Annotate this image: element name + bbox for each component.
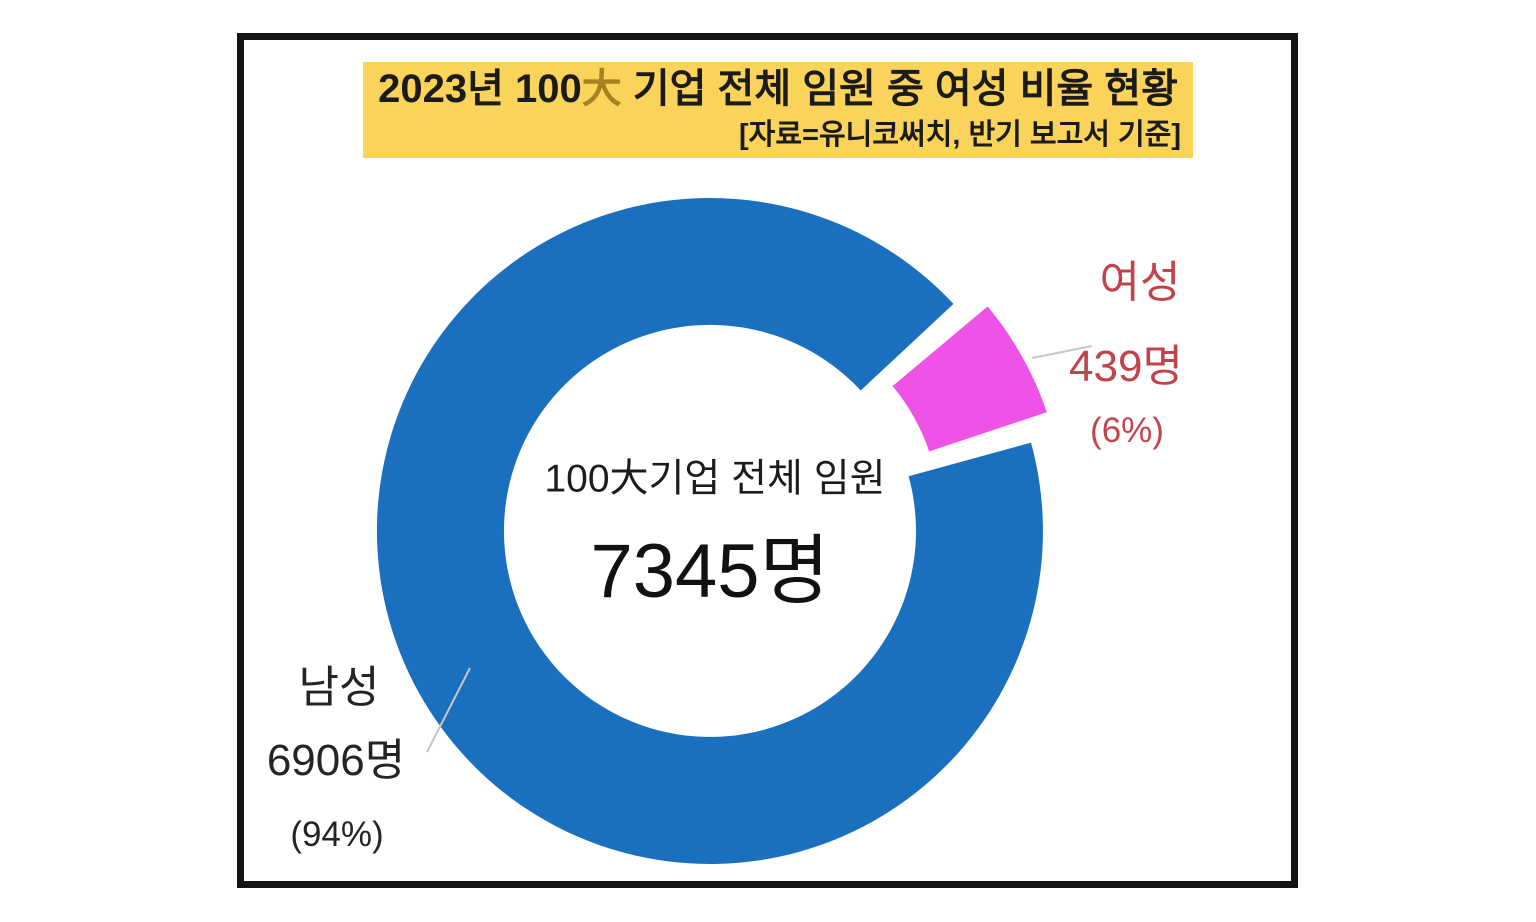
donut-center-label: 100大기업 전체 임원 (544, 457, 886, 501)
male-slice-value: 6906명 (266, 735, 406, 785)
donut-center-total: 7345명 (590, 529, 830, 615)
male-slice-label: 남성 (298, 662, 380, 712)
female-slice-percent: (6%) (1090, 410, 1164, 450)
male-leader-line (426, 667, 471, 753)
female-slice-label: 여성 (1099, 257, 1181, 307)
female-leader-line (1031, 345, 1093, 359)
male-slice (376, 197, 1043, 864)
chart-title: 2023년 100大 기업 전체 임원 중 여성 비율 현황 (363, 62, 1193, 116)
male-slice-percent: (94%) (290, 814, 384, 854)
donut-chart (376, 197, 1093, 864)
chart-title-suffix: 기업 전체 임원 중 여성 비율 현황 (621, 67, 1178, 111)
female-slice (888, 302, 1051, 456)
chart-frame: 2023년 100大 기업 전체 임원 중 여성 비율 현황 [자료=유니코써치… (237, 33, 1298, 888)
female-slice-value: 439명 (1069, 341, 1183, 391)
title-banner: 2023년 100大 기업 전체 임원 중 여성 비율 현황 [자료=유니코써치… (363, 62, 1193, 158)
chart-title-dae-char: 大 (581, 67, 622, 111)
chart-title-prefix: 2023년 100 (378, 67, 582, 111)
chart-subtitle-source: [자료=유니코써치, 반기 보고서 기준] (739, 119, 1181, 151)
